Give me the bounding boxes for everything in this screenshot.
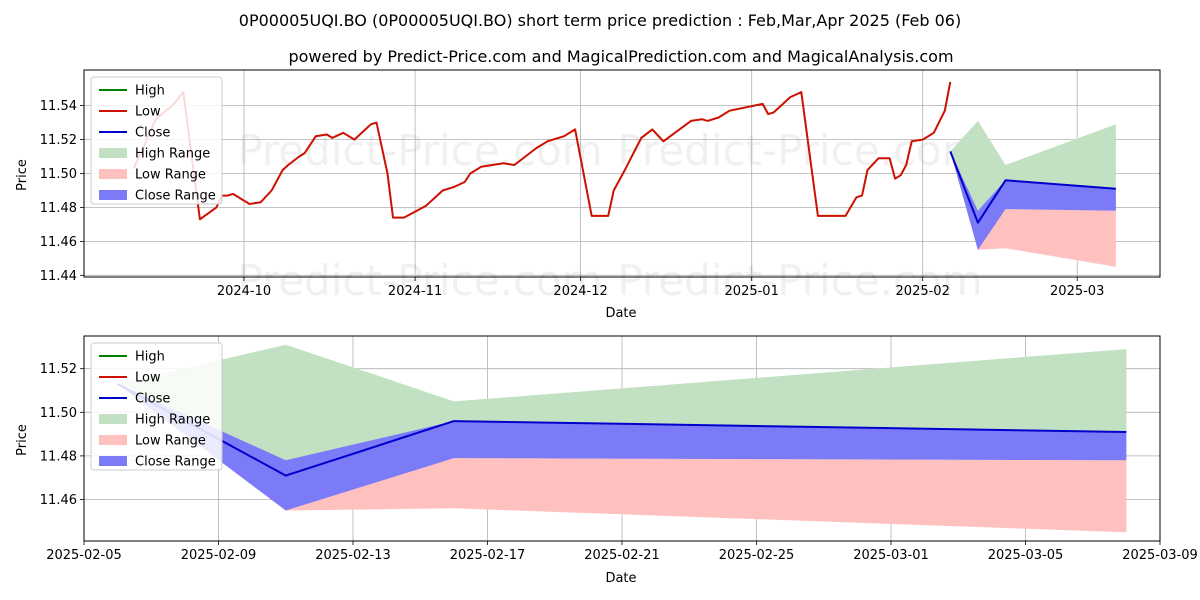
history-y-tick-label: 11.44 [40,269,77,284]
forecast-high-range-band [117,344,1127,463]
forecast-x-tick-label: 2025-02-17 [450,548,526,563]
history-y-tick-label: 11.52 [40,133,77,148]
history-high-range-band [950,120,1116,213]
history-low-line [132,81,952,221]
forecast-x-tick-label: 2025-03-09 [1122,548,1198,563]
forecast-legend-close-range-label: Close Range [135,455,216,470]
history-x-tick-label: 2024-12 [553,284,607,299]
forecast-x-tick-label: 2025-02-13 [315,548,391,563]
history-y-tick-label: 11.54 [40,99,77,114]
history-low-range-band [950,151,1116,267]
forecast-y-tick-label: 11.48 [40,449,77,464]
forecast-legend-high-range-swatch [99,414,127,424]
history-x-axis-label: Date [605,306,636,321]
forecast-x-axis-label: Date [605,571,636,586]
history-close-line [949,151,1116,224]
forecast-legend-high-label: High [135,350,165,365]
forecast-y-tick-label: 11.46 [40,493,77,508]
forecast-panel: Predict-Price.com Predict-Price.com Pred… [15,256,1198,586]
forecast-y-tick-label: 11.50 [40,406,77,421]
watermark-top-1: Predict-Price.com [237,126,602,175]
forecast-x-tick-label: 2025-02-09 [181,548,257,563]
history-x-tick-label: 2025-03 [1050,284,1104,299]
forecast-x-tick-label: 2025-02-21 [584,548,660,563]
forecast-x-tick-label: 2025-03-05 [988,548,1064,563]
history-panel: Predict-Price.com Predict-Price.com 2024… [15,69,1161,321]
forecast-legend-low-label: Low [135,371,161,386]
history-x-tick-label: 2025-02 [896,284,950,299]
forecast-x-tick-label: 2025-03-01 [853,548,929,563]
history-legend-high-label: High [135,84,165,99]
history-y-tick-label: 11.50 [40,167,77,182]
history-close-range-band [950,151,1116,250]
history-legend-close-range-label: Close Range [135,189,216,204]
history-x-tick-label: 2025-01 [725,284,779,299]
forecast-legend-close-range-swatch [99,456,127,466]
history-legend-close-range-swatch [99,190,127,200]
chart-subtitle: powered by Predict-Price.com and Magical… [288,47,953,66]
history-legend-close-label: Close [135,126,170,141]
forecast-low-range-band [117,384,1127,533]
forecast-legend-low-range-swatch [99,435,127,445]
watermark-bottom-1: Predict-Price.com [237,256,602,305]
history-legend-low-range-swatch [99,169,127,179]
forecast-legend-low-range-label: Low Range [135,434,206,449]
history-legend-low-label: Low [135,105,161,120]
history-x-tick-label: 2024-10 [217,284,271,299]
forecast-legend-high-range-label: High Range [135,413,210,428]
forecast-close-range-band [117,384,1127,511]
history-legend-high-range-swatch [99,148,127,158]
forecast-y-tick-label: 11.52 [40,362,77,377]
forecast-x-tick-label: 2025-02-25 [719,548,795,563]
watermark-top-2: Predict-Price.com [617,126,982,175]
forecast-y-axis-label: Price [15,424,30,456]
history-legend-low-range-label: Low Range [135,168,206,183]
forecast-x-tick-label: 2025-02-05 [46,548,122,563]
history-x-tick-label: 2024-11 [388,284,442,299]
history-y-tick-label: 11.48 [40,201,77,216]
history-legend-high-range-label: High Range [135,147,210,162]
history-y-tick-label: 11.46 [40,235,77,250]
history-y-axis-label: Price [15,159,30,191]
watermark-bottom-2: Predict-Price.com [617,256,982,305]
forecast-legend-close-label: Close [135,392,170,407]
chart-title: 0P00005UQI.BO (0P00005UQI.BO) short term… [239,11,961,30]
